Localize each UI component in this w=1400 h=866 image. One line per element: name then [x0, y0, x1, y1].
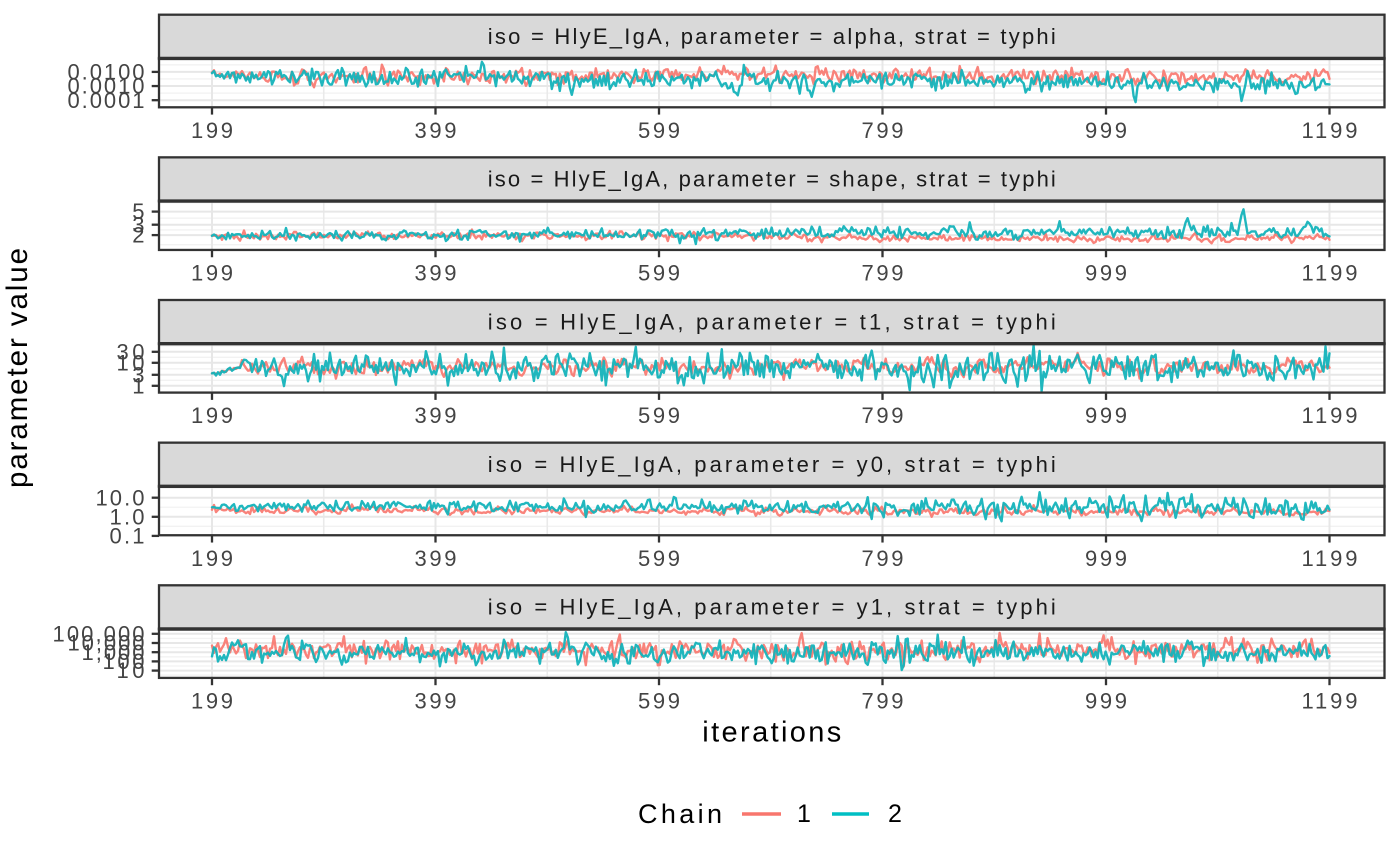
svg-text:0.0001: 0.0001	[68, 88, 145, 113]
svg-text:iso = HlyE_IgA, parameter = sh: iso = HlyE_IgA, parameter = shape, strat…	[488, 167, 1056, 192]
svg-text:Chain: Chain	[638, 799, 722, 829]
svg-text:1: 1	[797, 800, 811, 828]
svg-text:999: 999	[1085, 546, 1127, 571]
svg-text:1.0: 1.0	[110, 504, 145, 529]
svg-text:799: 799	[862, 261, 904, 286]
svg-text:399: 399	[415, 118, 457, 143]
svg-text:1199: 1199	[1302, 261, 1358, 286]
svg-text:199: 199	[191, 261, 233, 286]
svg-text:100: 100	[103, 649, 145, 674]
svg-text:399: 399	[415, 689, 457, 714]
svg-text:3: 3	[132, 362, 144, 387]
svg-text:3: 3	[132, 212, 144, 237]
svg-text:1,000: 1,000	[82, 640, 145, 665]
svg-text:100,000: 100,000	[53, 621, 145, 646]
svg-text:799: 799	[862, 546, 904, 571]
svg-text:10.0: 10.0	[96, 485, 145, 510]
svg-text:1199: 1199	[1302, 546, 1358, 571]
svg-text:999: 999	[1085, 261, 1127, 286]
svg-text:399: 399	[415, 261, 457, 286]
svg-text:999: 999	[1085, 118, 1127, 143]
svg-text:599: 599	[638, 403, 680, 428]
svg-text:799: 799	[862, 689, 904, 714]
svg-text:999: 999	[1085, 689, 1127, 714]
svg-text:399: 399	[415, 403, 457, 428]
svg-text:0.1: 0.1	[110, 524, 145, 549]
svg-text:iterations: iterations	[702, 717, 841, 749]
svg-text:599: 599	[638, 546, 680, 571]
svg-text:599: 599	[638, 261, 680, 286]
svg-text:1: 1	[132, 373, 144, 398]
svg-text:199: 199	[191, 403, 233, 428]
svg-text:1199: 1199	[1302, 403, 1358, 428]
svg-text:399: 399	[415, 546, 457, 571]
svg-text:599: 599	[638, 118, 680, 143]
svg-text:199: 199	[191, 118, 233, 143]
svg-text:799: 799	[862, 118, 904, 143]
svg-text:iso = HlyE_IgA, parameter = al: iso = HlyE_IgA, parameter = alpha, strat…	[488, 24, 1056, 49]
svg-text:199: 199	[191, 689, 233, 714]
svg-text:999: 999	[1085, 403, 1127, 428]
svg-text:599: 599	[638, 689, 680, 714]
svg-text:1199: 1199	[1302, 118, 1358, 143]
svg-text:2: 2	[132, 223, 144, 248]
svg-text:2: 2	[888, 800, 902, 828]
svg-text:199: 199	[191, 546, 233, 571]
svg-text:1199: 1199	[1302, 689, 1358, 714]
svg-text:799: 799	[862, 403, 904, 428]
svg-text:5: 5	[132, 199, 144, 224]
